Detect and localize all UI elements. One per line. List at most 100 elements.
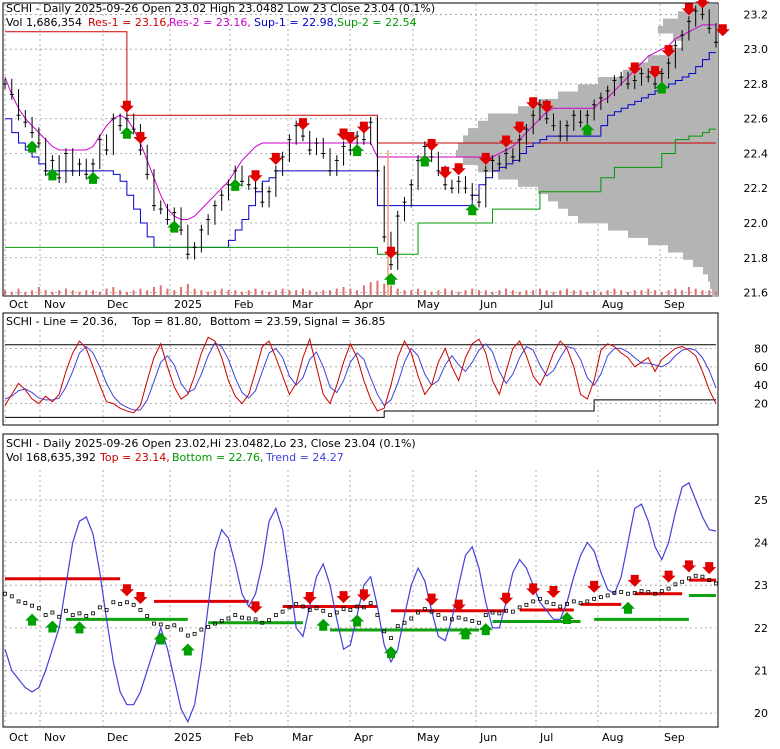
price-y-ticks: 23.2 23.0 22.8 22.6 22.4 22.2 22.0 21.8 21.6 (744, 8, 769, 299)
sell-arrow (451, 599, 466, 612)
volume-bar (376, 280, 379, 295)
close-marker (402, 620, 407, 625)
volume-bar (471, 288, 474, 295)
volume-bar (647, 288, 650, 295)
close-marker (531, 599, 536, 604)
sell-arrow (715, 24, 730, 37)
x-tick-label: Oct (9, 298, 29, 311)
volume-bar (132, 290, 135, 295)
trend-grid (4, 470, 716, 726)
y-tick-label: 25 (754, 494, 768, 507)
buy-arrow (383, 646, 398, 659)
close-marker (104, 608, 109, 612)
trend-line (4, 481, 717, 724)
volume-bar (369, 282, 372, 295)
y-tick-label: 22.6 (744, 113, 769, 126)
volume-profile-bar (498, 171, 718, 180)
volume-bar (213, 290, 216, 295)
stoch-header-bottom: Bottom = 23.59, (210, 315, 302, 328)
volume-bar (342, 287, 345, 295)
volume-profile-bar (478, 120, 718, 129)
close-marker (77, 611, 82, 616)
close-marker (307, 608, 312, 612)
close-marker (659, 589, 664, 594)
trend-x-labels: Oct Nov Dec 2025 Feb Mar Apr May Jun Jul Aug Sep (9, 731, 685, 744)
x-tick-label: Nov (44, 731, 66, 744)
volume-profile-bar (703, 266, 718, 275)
close-marker (598, 595, 603, 600)
buy-arrow (45, 168, 60, 181)
sell-arrow (478, 152, 493, 165)
sell-arrow (499, 135, 514, 148)
buy-arrow (119, 126, 134, 139)
volume-bar (478, 290, 480, 295)
volume-bar (484, 290, 487, 295)
close-marker (16, 599, 21, 604)
volume-bar (599, 291, 602, 295)
volume-profile-bar (668, 244, 718, 253)
y-tick-label: 23.2 (744, 8, 769, 21)
sell-arrow (526, 97, 541, 110)
volume-bars (4, 280, 717, 295)
y-tick-label: 20 (754, 398, 768, 411)
trend-header-title: SCHI - Daily 2025-09-26 Open 23.02,Hi 23… (6, 437, 416, 450)
volume-profile-bar (683, 252, 718, 260)
buy-arrow (350, 144, 365, 157)
trend-y-ticks: 25 24 23 22 21 20 (754, 494, 768, 720)
close-marker (422, 607, 427, 611)
volume-bar (4, 290, 6, 295)
volume-bar (708, 290, 711, 295)
volume-profile-bar (673, 33, 718, 41)
volume-bar (498, 290, 501, 295)
sell-arrow (343, 132, 358, 144)
y-tick-label: 23 (754, 579, 768, 592)
volume-profile-bar (458, 142, 718, 151)
close-marker (375, 613, 380, 617)
volume-bar (241, 291, 243, 295)
trend-header-vol: Vol 168,635,392 (6, 451, 96, 464)
volume-bar (58, 290, 61, 295)
close-marker (240, 615, 244, 620)
close-marker (64, 608, 68, 613)
close-marker (626, 591, 630, 596)
volume-bar (511, 290, 514, 295)
volume-profile-bar (463, 135, 718, 143)
price-signal-arrows (25, 0, 730, 285)
x-tick-label: Jun (479, 731, 497, 744)
volume-bar (10, 291, 13, 295)
volume-profile-bar (693, 259, 718, 268)
close-marker (321, 608, 326, 613)
close-marker (605, 593, 610, 598)
volume-bar (207, 291, 210, 295)
volume-bar (606, 290, 609, 295)
close-marker (192, 631, 197, 636)
volume-bar (505, 288, 508, 295)
volume-bar (322, 290, 325, 295)
close-marker (571, 599, 576, 604)
close-marker (206, 625, 211, 629)
volume-profile-bar (548, 193, 718, 202)
volume-bar (152, 287, 155, 295)
buy-arrow (228, 178, 243, 191)
volume-bar (626, 291, 629, 295)
sell-arrow (695, 0, 710, 9)
volume-bar (674, 288, 677, 295)
price-header-res1: Res-1 = 23.16, (88, 16, 170, 29)
volume-profile-bar (568, 208, 718, 216)
buy-arrow (86, 171, 101, 184)
x-tick-label: Apr (354, 731, 374, 744)
volume-bar (423, 290, 426, 295)
volume-bar (430, 291, 433, 295)
volume-bar (119, 290, 122, 295)
close-marker (497, 611, 502, 616)
sell-arrow (681, 3, 696, 16)
price-x-labels: Oct Nov Dec 2025 Feb Mar Apr May Jun Jul Aug Sep (9, 298, 685, 311)
y-tick-label: 22.8 (744, 78, 769, 91)
volume-profile-bar (468, 128, 718, 136)
close-marker (450, 617, 454, 622)
close-marker (226, 616, 231, 621)
y-tick-label: 80 (754, 342, 768, 355)
volume-bar (24, 291, 27, 295)
close-marker (138, 608, 143, 612)
